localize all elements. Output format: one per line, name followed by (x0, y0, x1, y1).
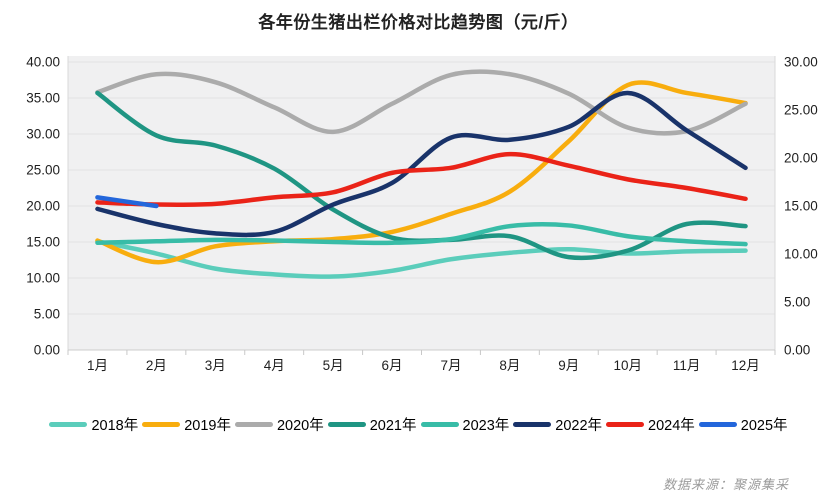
legend: 2018年 2019年 2020年 2021年 2023年 2022年 2024年 2025年 (0, 414, 837, 435)
y-axis-right-tick-label: 0.00 (784, 343, 810, 358)
legend-swatch (420, 422, 459, 427)
x-axis-tick-label: 11月 (673, 358, 701, 373)
y-axis-left-tick-label: 0.00 (34, 343, 60, 358)
legend-swatch (49, 422, 88, 427)
legend-label: 2018年 (91, 418, 139, 434)
legend-swatch (698, 422, 737, 427)
x-axis-tick-label: 10月 (613, 358, 642, 373)
x-axis-tick-label: 9月 (558, 358, 579, 373)
series-line-2018 (95, 239, 748, 279)
x-axis-tick-label: 6月 (382, 358, 403, 373)
series-line-2023 (95, 222, 748, 247)
y-axis-left-tick-label: 30.00 (26, 127, 60, 142)
series-line-2022 (95, 90, 748, 238)
legend-swatch (513, 422, 552, 427)
x-axis-tick-label: 1月 (87, 358, 108, 373)
chart-canvas: 40.00 35.00 30.00 25.00 20.00 15.00 10.00 5.00 0… (26, 55, 818, 374)
y-axis-left-tick-label: 15.00 (26, 235, 60, 250)
y-axis-right-tick-label: 5.00 (784, 295, 810, 310)
x-axis-tick-label: 3月 (205, 358, 226, 373)
legend-label: 2023年 (462, 418, 510, 434)
x-axis-tick-label: 2月 (146, 358, 167, 373)
y-axis-right-tick-label: 20.00 (784, 151, 818, 166)
legend-item-2019[interactable]: 2019年 (142, 414, 231, 435)
x-axis-tick-label: 8月 (499, 358, 520, 373)
x-axis-tick-label: 7月 (440, 358, 461, 373)
legend-swatch (606, 422, 645, 427)
legend-label: 2025年 (740, 418, 788, 434)
legend-label: 2021年 (369, 418, 417, 434)
legend-swatch (142, 422, 181, 427)
chart-title: 各年份生猪出栏价格对比趋势图（元/斤） (258, 13, 579, 32)
legend-item-2021[interactable]: 2021年 (327, 414, 417, 435)
x-axis-tick-label: 5月 (323, 358, 344, 373)
y-axis-left-tick-label: 20.00 (26, 199, 60, 214)
legend-item-2023[interactable]: 2023年 (420, 414, 510, 435)
y-axis-left-tick-label: 10.00 (26, 271, 60, 286)
legend-label: 2024年 (648, 418, 695, 434)
legend-item-2025[interactable]: 2025年 (698, 414, 788, 435)
legend-swatch (327, 422, 366, 427)
series-line-2019 (95, 80, 748, 265)
y-axis-right-tick-label: 25.00 (784, 103, 818, 118)
x-axis-tick-label: 12月 (731, 358, 760, 373)
legend-label: 2022年 (555, 418, 603, 434)
legend-item-2024[interactable]: 2024年 (606, 414, 695, 435)
series-line-2024 (95, 151, 748, 208)
series-line-2020 (95, 69, 748, 136)
x-axis-tick-label: 4月 (264, 358, 285, 373)
legend-swatch (234, 422, 273, 427)
legend-label: 2019年 (184, 418, 231, 434)
y-axis-left-tick-label: 25.00 (26, 163, 60, 178)
y-axis-left-tick-label: 5.00 (34, 307, 60, 322)
legend-item-2022[interactable]: 2022年 (513, 414, 602, 435)
y-axis-left-tick-label: 35.00 (26, 91, 60, 106)
legend-item-2018[interactable]: 2018年 (49, 414, 138, 435)
legend-label: 2020年 (276, 418, 324, 434)
y-axis-right-tick-label: 15.00 (784, 199, 818, 214)
y-axis-right-tick-label: 30.00 (784, 55, 818, 70)
y-axis-right-tick-label: 10.00 (784, 247, 818, 262)
data-source-note: 数据来源：聚源集采 (662, 477, 789, 492)
series-line-2025 (95, 195, 159, 209)
legend-item-2020[interactable]: 2020年 (234, 414, 324, 435)
y-axis-left-tick-label: 40.00 (26, 55, 60, 70)
